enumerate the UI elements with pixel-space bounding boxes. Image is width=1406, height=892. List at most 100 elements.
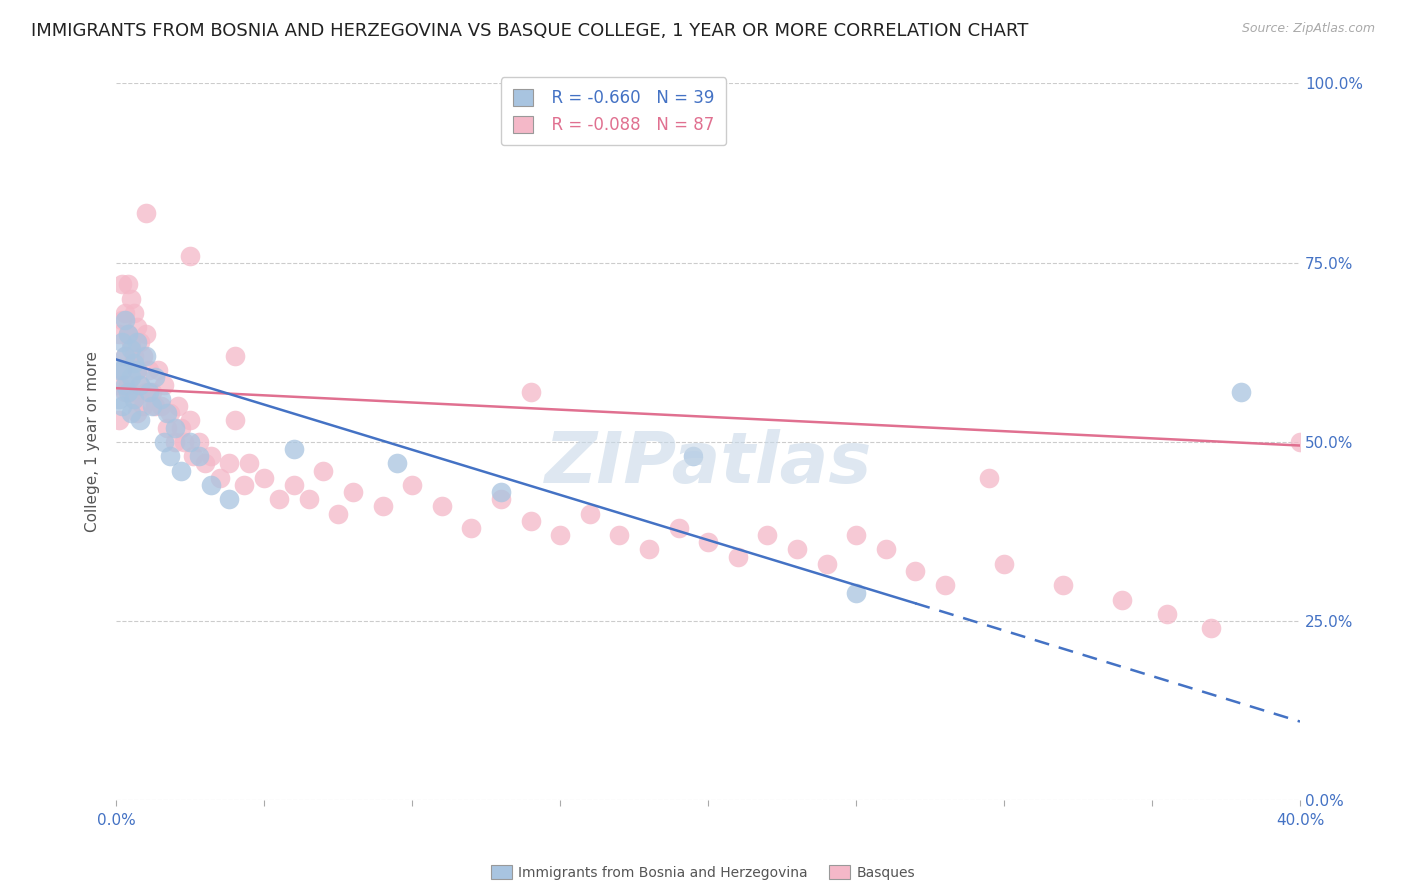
Point xyxy=(165,434,187,449)
Point xyxy=(138,363,160,377)
Point xyxy=(129,377,152,392)
Point xyxy=(129,377,152,392)
Legend: Immigrants from Bosnia and Herzegovina, Basques: Immigrants from Bosnia and Herzegovina, … xyxy=(485,859,921,885)
Point xyxy=(1111,592,1133,607)
Point xyxy=(342,485,364,500)
Point xyxy=(200,450,222,464)
Point xyxy=(108,363,131,377)
Point xyxy=(135,384,157,399)
Point xyxy=(845,585,868,599)
Point xyxy=(179,413,201,427)
Point xyxy=(125,320,148,334)
Point xyxy=(122,392,145,406)
Point xyxy=(1199,621,1222,635)
Point xyxy=(108,413,131,427)
Point xyxy=(165,420,187,434)
Point xyxy=(141,399,163,413)
Point xyxy=(224,349,246,363)
Point xyxy=(114,384,136,399)
Point xyxy=(208,471,231,485)
Point xyxy=(387,457,409,471)
Point xyxy=(125,406,148,420)
Point xyxy=(232,478,254,492)
Point xyxy=(111,399,134,413)
Point xyxy=(159,450,181,464)
Point xyxy=(934,578,956,592)
Point xyxy=(371,500,394,514)
Point xyxy=(146,363,169,377)
Point xyxy=(122,306,145,320)
Point xyxy=(815,557,838,571)
Point xyxy=(668,521,690,535)
Point xyxy=(312,464,335,478)
Point xyxy=(609,528,631,542)
Point xyxy=(143,399,166,413)
Point xyxy=(122,356,145,370)
Point xyxy=(117,327,139,342)
Point xyxy=(697,535,720,549)
Point xyxy=(125,363,148,377)
Point xyxy=(519,384,541,399)
Point xyxy=(283,478,305,492)
Point xyxy=(179,434,201,449)
Point xyxy=(120,292,142,306)
Point xyxy=(170,464,193,478)
Point xyxy=(132,349,155,363)
Point xyxy=(1289,434,1312,449)
Point xyxy=(155,406,177,420)
Point xyxy=(111,363,134,377)
Point xyxy=(170,420,193,434)
Point xyxy=(117,327,139,342)
Point xyxy=(152,377,174,392)
Point xyxy=(430,500,453,514)
Point xyxy=(993,557,1015,571)
Point xyxy=(114,349,136,363)
Point xyxy=(114,349,136,363)
Point xyxy=(188,434,211,449)
Point xyxy=(152,434,174,449)
Point xyxy=(578,507,600,521)
Point xyxy=(108,327,131,342)
Point xyxy=(114,313,136,327)
Point xyxy=(117,384,139,399)
Point xyxy=(111,363,134,377)
Point xyxy=(194,457,217,471)
Point xyxy=(120,370,142,384)
Point xyxy=(120,384,142,399)
Point xyxy=(122,349,145,363)
Point xyxy=(548,528,571,542)
Point xyxy=(845,528,868,542)
Point xyxy=(218,492,240,507)
Point xyxy=(267,492,290,507)
Point xyxy=(159,406,181,420)
Point xyxy=(117,277,139,292)
Point xyxy=(224,413,246,427)
Point xyxy=(489,492,512,507)
Y-axis label: College, 1 year or more: College, 1 year or more xyxy=(86,351,100,533)
Point xyxy=(519,514,541,528)
Point xyxy=(188,450,211,464)
Point xyxy=(756,528,779,542)
Point xyxy=(1230,384,1253,399)
Point xyxy=(904,564,927,578)
Point xyxy=(129,413,152,427)
Text: ZIPatlas: ZIPatlas xyxy=(544,429,872,498)
Point xyxy=(727,549,749,564)
Point xyxy=(120,342,142,356)
Point xyxy=(328,507,350,521)
Point xyxy=(138,384,160,399)
Point xyxy=(200,478,222,492)
Point xyxy=(489,485,512,500)
Point xyxy=(125,363,148,377)
Text: IMMIGRANTS FROM BOSNIA AND HERZEGOVINA VS BASQUE COLLEGE, 1 YEAR OR MORE CORRELA: IMMIGRANTS FROM BOSNIA AND HERZEGOVINA V… xyxy=(31,22,1028,40)
Point xyxy=(111,277,134,292)
Point xyxy=(638,542,661,557)
Legend:   R = -0.660   N = 39,   R = -0.088   N = 87: R = -0.660 N = 39, R = -0.088 N = 87 xyxy=(501,78,725,145)
Point xyxy=(283,442,305,456)
Point xyxy=(120,334,142,349)
Point xyxy=(179,248,201,262)
Point xyxy=(129,334,152,349)
Text: Source: ZipAtlas.com: Source: ZipAtlas.com xyxy=(1241,22,1375,36)
Point xyxy=(143,370,166,384)
Point xyxy=(135,205,157,219)
